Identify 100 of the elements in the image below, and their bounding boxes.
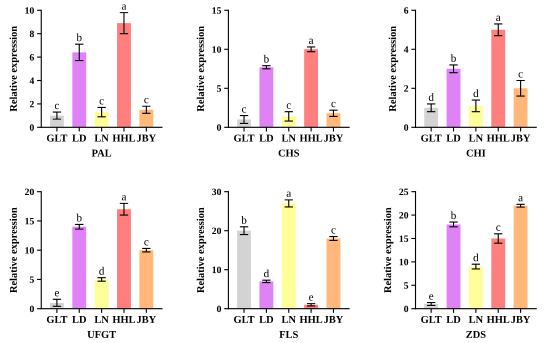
- annotation: c: [54, 104, 60, 110]
- bar: [259, 67, 274, 128]
- annotation: c: [331, 228, 336, 234]
- x-tick-label: LN: [282, 316, 296, 323]
- y-tick-label: 5: [216, 85, 222, 92]
- y-axis-title: Relative expression: [196, 26, 206, 112]
- x-tick-label: JBY: [136, 316, 156, 323]
- annotation: e: [54, 291, 59, 296]
- bar: [117, 23, 131, 128]
- x-tick-label: GLT: [46, 316, 68, 323]
- annotation: c: [496, 226, 500, 231]
- y-tick-label: 10: [212, 266, 222, 274]
- annotation: b: [450, 54, 456, 62]
- y-axis-title: Relative expression: [10, 207, 20, 293]
- bar: [259, 281, 274, 309]
- annotation: e: [309, 295, 314, 301]
- x-tick-label: GLT: [421, 134, 442, 142]
- y-tick-label: 0: [404, 124, 408, 131]
- x-tick-label: GLT: [234, 134, 254, 142]
- bar: [237, 230, 251, 309]
- bar: [326, 113, 340, 128]
- x-tick-label: JBY: [324, 316, 344, 323]
- annotation: a: [122, 195, 126, 200]
- bar: [72, 52, 86, 128]
- x-tick-label: HHL: [486, 134, 510, 142]
- x-tick-label: JBY: [511, 316, 530, 323]
- annotation: d: [474, 89, 479, 98]
- y-tick-label: 20: [212, 228, 222, 234]
- x-tick-label: LD: [72, 316, 86, 323]
- annotation: c: [144, 240, 148, 246]
- bar: [514, 206, 528, 309]
- x-tick-label: LD: [446, 134, 460, 142]
- y-tick-label: 4: [404, 46, 408, 53]
- bar: [326, 238, 340, 309]
- y-axis-title: Relative expression: [388, 26, 398, 112]
- y-tick-label: 0: [30, 306, 34, 312]
- y-axis-title: Relative expression: [10, 26, 20, 112]
- annotation: a: [518, 196, 523, 202]
- y-tick-label: 2: [30, 100, 34, 108]
- x-axis-title: CHI: [466, 150, 486, 157]
- y-tick-label: 6: [404, 7, 408, 14]
- y-tick-label: 30: [212, 188, 222, 196]
- bar: [117, 209, 131, 309]
- y-tick-label: 4: [30, 77, 34, 84]
- annotation: d: [428, 93, 434, 101]
- bar: [304, 49, 318, 128]
- x-tick-label: JBY: [136, 134, 156, 142]
- annotation: a: [309, 38, 314, 44]
- x-axis-title: ZDS: [466, 330, 486, 338]
- y-tick-label: 20: [399, 212, 408, 219]
- annotation: c: [518, 72, 523, 78]
- annotation: c: [144, 98, 148, 104]
- y-tick-label: 2: [404, 85, 408, 92]
- bar: [446, 68, 460, 128]
- x-axis-title: PAL: [92, 150, 112, 156]
- bar: [468, 266, 483, 309]
- x-tick-label: LN: [94, 316, 109, 323]
- x-axis-title: CHS: [278, 150, 300, 157]
- bar: [50, 116, 64, 128]
- x-tick-label: LN: [94, 134, 109, 142]
- y-tick-label: 20: [24, 188, 34, 196]
- bar: [139, 250, 154, 309]
- y-tick-label: 0: [404, 306, 408, 312]
- y-tick-label: 15: [212, 7, 222, 14]
- y-tick-label: 25: [399, 188, 408, 196]
- y-tick-label: 5: [30, 276, 34, 283]
- bar: [139, 110, 154, 128]
- x-tick-label: HHL: [300, 134, 322, 142]
- annotation: c: [331, 102, 336, 108]
- y-tick-label: 6: [30, 54, 34, 61]
- bar: [282, 203, 296, 309]
- x-tick-label: LN: [282, 134, 296, 142]
- bar: [72, 226, 86, 309]
- x-tick-label: LD: [259, 134, 274, 142]
- x-axis-title: FLS: [279, 330, 298, 338]
- y-tick-label: 8: [30, 30, 34, 38]
- x-tick-label: HHL: [112, 316, 136, 323]
- annotation: b: [264, 54, 269, 63]
- annotation: b: [76, 33, 82, 42]
- annotation: c: [286, 103, 291, 109]
- annotation: d: [99, 266, 104, 275]
- bar: [424, 108, 438, 128]
- x-tick-label: JBY: [324, 134, 344, 142]
- bar: [94, 279, 109, 309]
- bar: [514, 88, 528, 128]
- annotation: b: [241, 216, 246, 224]
- x-tick-label: HHL: [112, 134, 136, 142]
- annotation: a: [122, 4, 126, 10]
- y-tick-label: 10: [25, 7, 34, 14]
- annotation: b: [450, 211, 456, 220]
- annotation: e: [429, 294, 434, 300]
- x-tick-label: HHL: [486, 316, 510, 323]
- bar: [491, 30, 506, 128]
- x-tick-label: LD: [259, 316, 274, 323]
- y-tick-label: 15: [25, 218, 34, 224]
- y-tick-label: 0: [30, 124, 34, 131]
- x-tick-label: HHL: [300, 316, 322, 323]
- y-tick-label: 5: [404, 282, 408, 289]
- x-tick-label: LD: [446, 316, 460, 323]
- y-tick-label: 10: [212, 46, 222, 53]
